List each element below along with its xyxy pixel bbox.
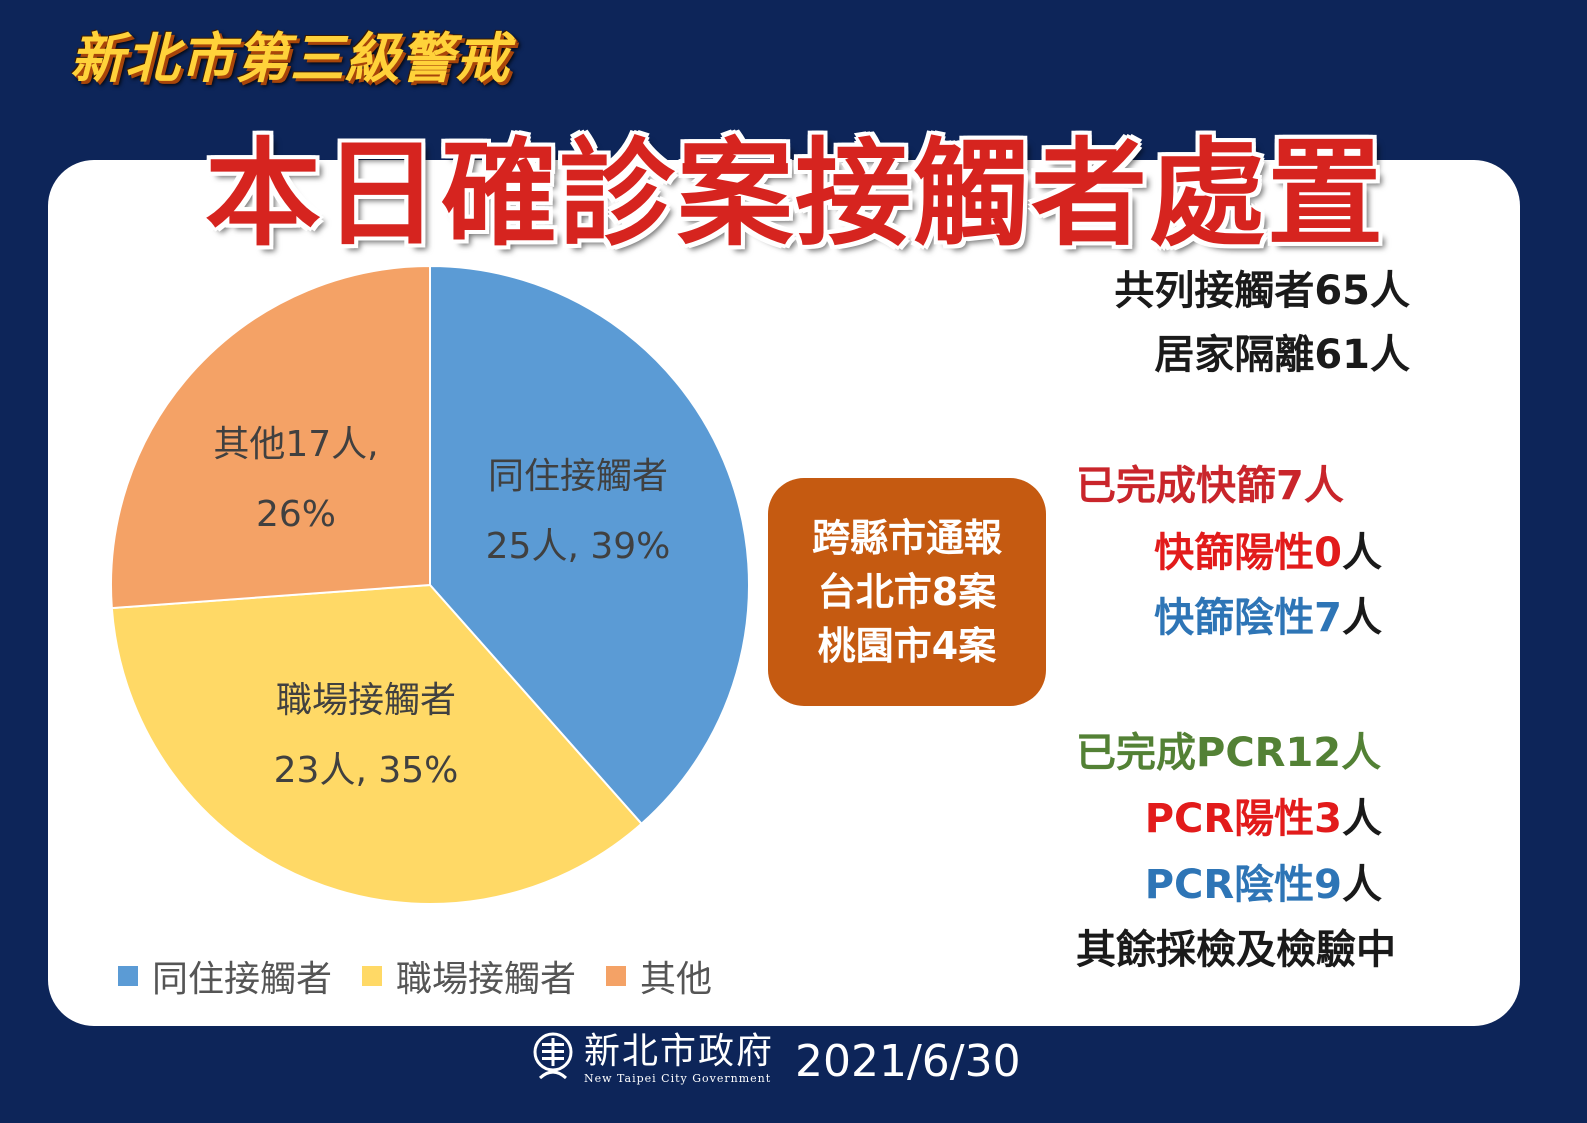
report-date: 2021/6/30 <box>795 1036 1021 1087</box>
stat-rapid-positive: 快篩陽性0人 <box>1154 520 1382 578</box>
stat-rapid-negative-label: 快篩陰性7 <box>1154 595 1342 641</box>
legend-item-household: 同住接觸者 <box>118 950 332 1002</box>
stat-rapid-positive-unit: 人 <box>1342 530 1382 576</box>
stat-total-contacts: 共列接觸者65人 <box>1114 268 1410 314</box>
legend-swatch-other <box>606 966 627 986</box>
pie-label-workplace-value: 23人, 35% <box>273 750 459 791</box>
legend-swatch-household <box>118 966 138 986</box>
pie-label-household: 同住接觸者 25人, 39% <box>428 442 728 582</box>
stat-rapid-positive-label: 快篩陽性0 <box>1154 530 1342 576</box>
stat-remaining: 其餘採檢及檢驗中 <box>1076 927 1396 973</box>
legend-label-other: 其他 <box>640 959 713 1000</box>
logo-org-name: 新北市政府 <box>584 1030 775 1072</box>
pie-slice-other <box>110 264 431 610</box>
pie-label-other-name: 其他17人, <box>213 424 379 465</box>
report-box-title: 跨縣市通報 <box>811 516 1002 560</box>
pie-label-workplace-name: 職場接觸者 <box>275 680 456 721</box>
stat-pcr-negative-label: PCR陰性9 <box>1144 862 1342 908</box>
stat-pcr-positive: PCR陽性3人 <box>1145 786 1382 844</box>
cross-city-report-box: 跨縣市通報 台北市8案 桃園市4案 <box>768 478 1046 706</box>
stat-home-isolation: 居家隔離61人 <box>1154 332 1410 378</box>
legend-item-workplace: 職場接觸者 <box>362 950 576 1002</box>
legend-label-household: 同住接觸者 <box>152 959 333 1000</box>
pie-label-other: 其他17人, 26% <box>146 410 446 550</box>
chart-legend: 同住接觸者 職場接觸者 其他 <box>118 950 742 1002</box>
stat-pcr-done: 已完成PCR12人 <box>1076 730 1382 776</box>
pie-label-other-value: 26% <box>255 494 336 535</box>
stat-pcr-negative: PCR陰性9人 <box>1145 852 1382 910</box>
pie-label-workplace: 職場接觸者 23人, 35% <box>216 666 516 806</box>
stat-pcr-positive-label: PCR陽性3 <box>1144 796 1342 842</box>
stat-pcr-negative-unit: 人 <box>1342 862 1382 908</box>
page-title: 本日確診案接觸者處置 <box>205 127 1385 262</box>
pie-slice-household <box>429 264 750 826</box>
stat-rapid-done: 已完成快篩7人 <box>1076 463 1344 509</box>
legend-swatch-workplace <box>362 966 383 986</box>
stat-pcr-positive-unit: 人 <box>1342 796 1382 842</box>
pie-slice-workplace <box>110 583 643 905</box>
alert-level-heading: 新北市第三級警戒 <box>70 27 510 90</box>
logo-org-name-en: New Taipei City Government <box>584 1071 772 1085</box>
pie-label-household-name: 同住接觸者 <box>487 456 668 497</box>
stat-rapid-negative: 快篩陰性7人 <box>1154 585 1382 643</box>
city-emblem-icon <box>533 1032 573 1080</box>
report-box-taipei: 台北市8案 <box>817 570 997 614</box>
report-box-taoyuan: 桃園市4案 <box>817 624 997 668</box>
pie-label-household-value: 25人, 39% <box>485 526 671 567</box>
new-taipei-logo: 新北市政府 New Taipei City Government <box>530 1030 774 1086</box>
legend-label-workplace: 職場接觸者 <box>396 959 577 1000</box>
stat-rapid-negative-unit: 人 <box>1342 595 1382 641</box>
legend-item-other: 其他 <box>606 950 712 1002</box>
